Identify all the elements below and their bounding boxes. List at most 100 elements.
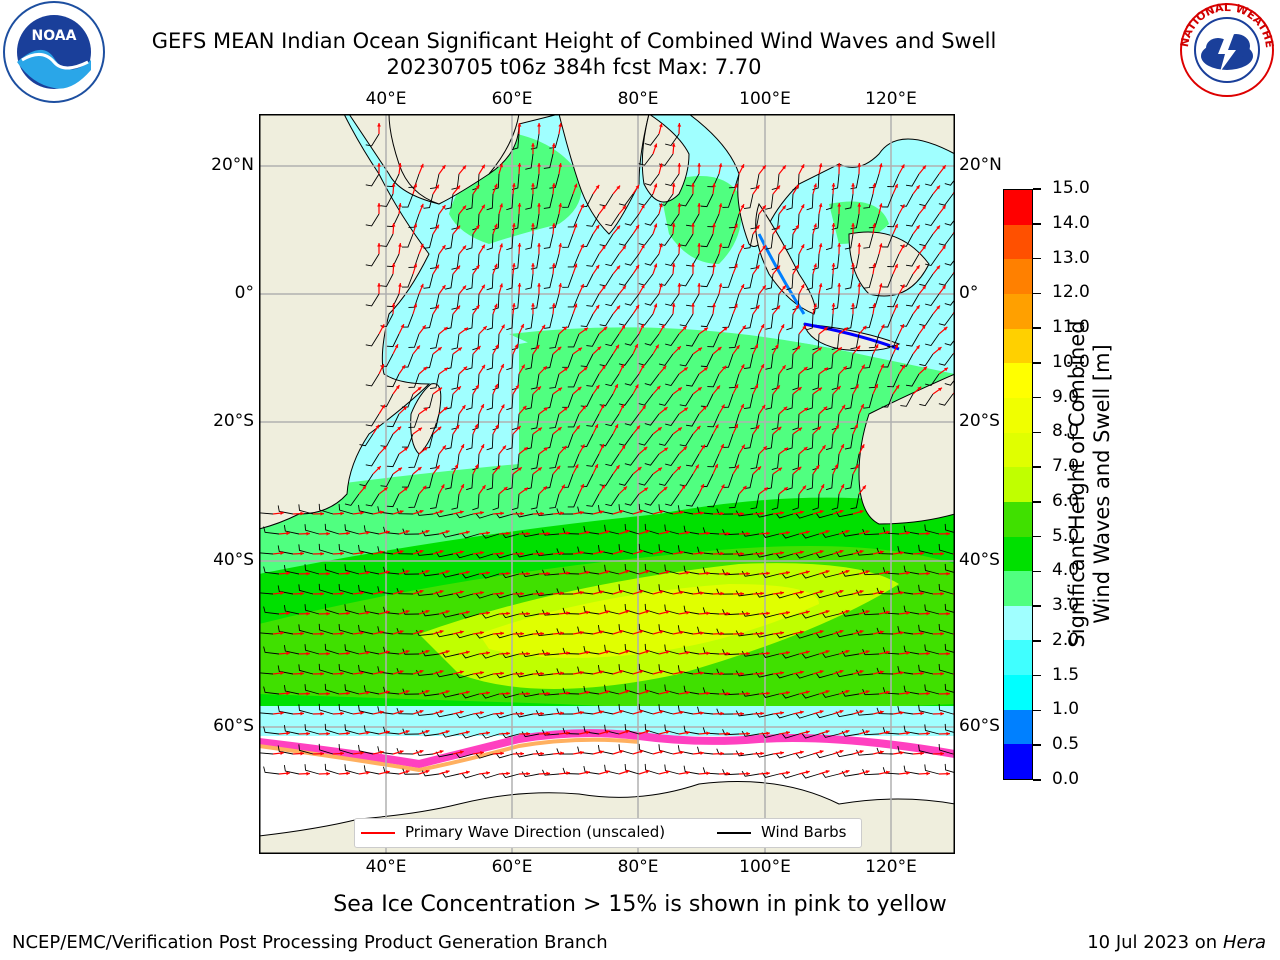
wave-direction-arrowhead <box>818 283 823 288</box>
wind-barb <box>728 493 740 509</box>
wind-barb <box>486 433 494 451</box>
wave-direction-arrowhead <box>906 651 910 655</box>
wave-direction-arrowhead <box>942 165 946 170</box>
wave-direction-arrowhead <box>872 263 877 267</box>
wave-direction-arrowhead <box>946 571 950 576</box>
wave-direction-arrowhead <box>740 284 745 289</box>
wave-direction-arrowhead <box>900 630 904 635</box>
wind-barb <box>408 253 420 268</box>
wave-direction-arrowhead <box>799 750 804 755</box>
wave-direction-arrowhead <box>659 710 664 714</box>
wind-barb <box>318 543 334 555</box>
wind-barb <box>665 373 680 387</box>
wind-barb <box>722 273 734 288</box>
wave-direction-arrowhead <box>286 571 290 576</box>
wave-direction-arrowhead <box>780 751 784 755</box>
wind-barb <box>624 253 640 266</box>
wind-barb <box>365 413 380 427</box>
wave-direction-arrowhead <box>486 531 490 535</box>
wave-direction-arrowhead <box>874 344 879 349</box>
wave-direction-arrowhead <box>636 425 640 430</box>
wave-direction-arrowhead <box>721 404 725 409</box>
wave-direction-arrowhead <box>560 511 564 516</box>
wind-barb <box>338 624 354 635</box>
wave-direction-arrowhead <box>558 243 563 247</box>
wave-direction-arrowhead <box>280 711 284 716</box>
wave-direction-arrowhead <box>802 485 806 490</box>
wind-barb <box>604 644 620 655</box>
wave-direction-arrowhead <box>520 551 524 556</box>
wind-barb <box>466 433 474 451</box>
wind-barb <box>638 663 654 675</box>
wave-direction-arrowhead <box>499 283 503 288</box>
wave-direction-arrowhead <box>813 183 817 188</box>
wind-barb <box>298 624 314 635</box>
wave-direction-arrowhead <box>614 424 619 429</box>
wave-direction-arrowhead <box>677 203 682 207</box>
wave-direction-arrowhead <box>546 691 550 696</box>
wind-barb <box>344 724 360 735</box>
wind-barb <box>638 703 654 715</box>
wind-barb <box>905 213 920 227</box>
wave-direction-arrowhead <box>634 344 638 349</box>
wind-barb <box>856 589 874 596</box>
wave-direction-arrowhead <box>537 203 541 207</box>
wave-direction-arrowhead <box>500 671 504 676</box>
wind-barb <box>451 453 460 470</box>
wind-barb <box>679 193 694 207</box>
footer-credit: NCEP/EMC/Verification Post Processing Pr… <box>12 932 608 953</box>
wave-direction-arrowhead <box>376 466 381 471</box>
wind-barb <box>408 493 420 508</box>
wave-direction-arrowhead <box>599 510 604 514</box>
wind-barb <box>685 413 700 427</box>
wind-barb <box>644 293 660 306</box>
wind-barb <box>944 178 955 186</box>
wave-direction-arrowhead <box>900 164 905 169</box>
wave-direction-arrowhead <box>780 711 784 715</box>
wind-barb <box>938 583 954 595</box>
wave-direction-arrowhead <box>805 610 810 615</box>
wind-barb <box>707 373 720 388</box>
wind-barb <box>863 393 874 409</box>
lat-tick-right: 60°S <box>959 716 1000 736</box>
wave-direction-arrowhead <box>658 123 663 128</box>
wind-barb <box>677 705 694 715</box>
lon-tick-bottom: 60°E <box>491 857 533 877</box>
wind-barb <box>466 273 474 291</box>
wave-direction-arrowhead <box>465 770 470 775</box>
wind-barb <box>396 587 414 595</box>
wave-direction-arrowhead <box>456 305 461 310</box>
wave-direction-arrowhead <box>766 571 770 576</box>
wave-direction-arrowhead <box>501 324 505 329</box>
colorbar-segment <box>1004 328 1032 364</box>
wave-direction-arrowhead <box>665 610 670 615</box>
wave-direction-arrowhead <box>840 444 844 449</box>
wind-barb <box>415 589 434 596</box>
wind-barb <box>786 313 794 331</box>
wind-barb <box>786 353 794 371</box>
wave-direction-arrowhead <box>340 551 344 556</box>
wind-barb <box>402 568 420 575</box>
wave-direction-arrowhead <box>926 531 930 536</box>
wave-direction-arrowhead <box>859 549 864 554</box>
wave-direction-arrowhead <box>766 651 770 656</box>
wind-barb <box>821 572 840 578</box>
wind-barb <box>461 532 480 539</box>
wave-direction-arrowhead <box>760 364 765 369</box>
wave-direction-arrowhead <box>700 551 704 556</box>
wind-barb <box>925 173 940 187</box>
wave-direction-arrowhead <box>894 344 899 349</box>
wind-barb <box>475 713 494 719</box>
wave-direction-arrowhead <box>399 510 404 514</box>
wave-direction-arrowhead <box>762 285 766 290</box>
wind-barb <box>786 433 794 451</box>
wave-direction-arrowhead <box>860 404 864 409</box>
wave-direction-arrowhead <box>639 549 644 554</box>
wind-barb <box>868 213 880 229</box>
wind-barb <box>900 393 914 407</box>
wave-direction-arrowhead <box>399 590 404 594</box>
wind-barb <box>506 473 514 491</box>
wind-barb <box>665 253 680 267</box>
wind-barb <box>521 571 540 578</box>
wind-barb <box>475 593 494 599</box>
